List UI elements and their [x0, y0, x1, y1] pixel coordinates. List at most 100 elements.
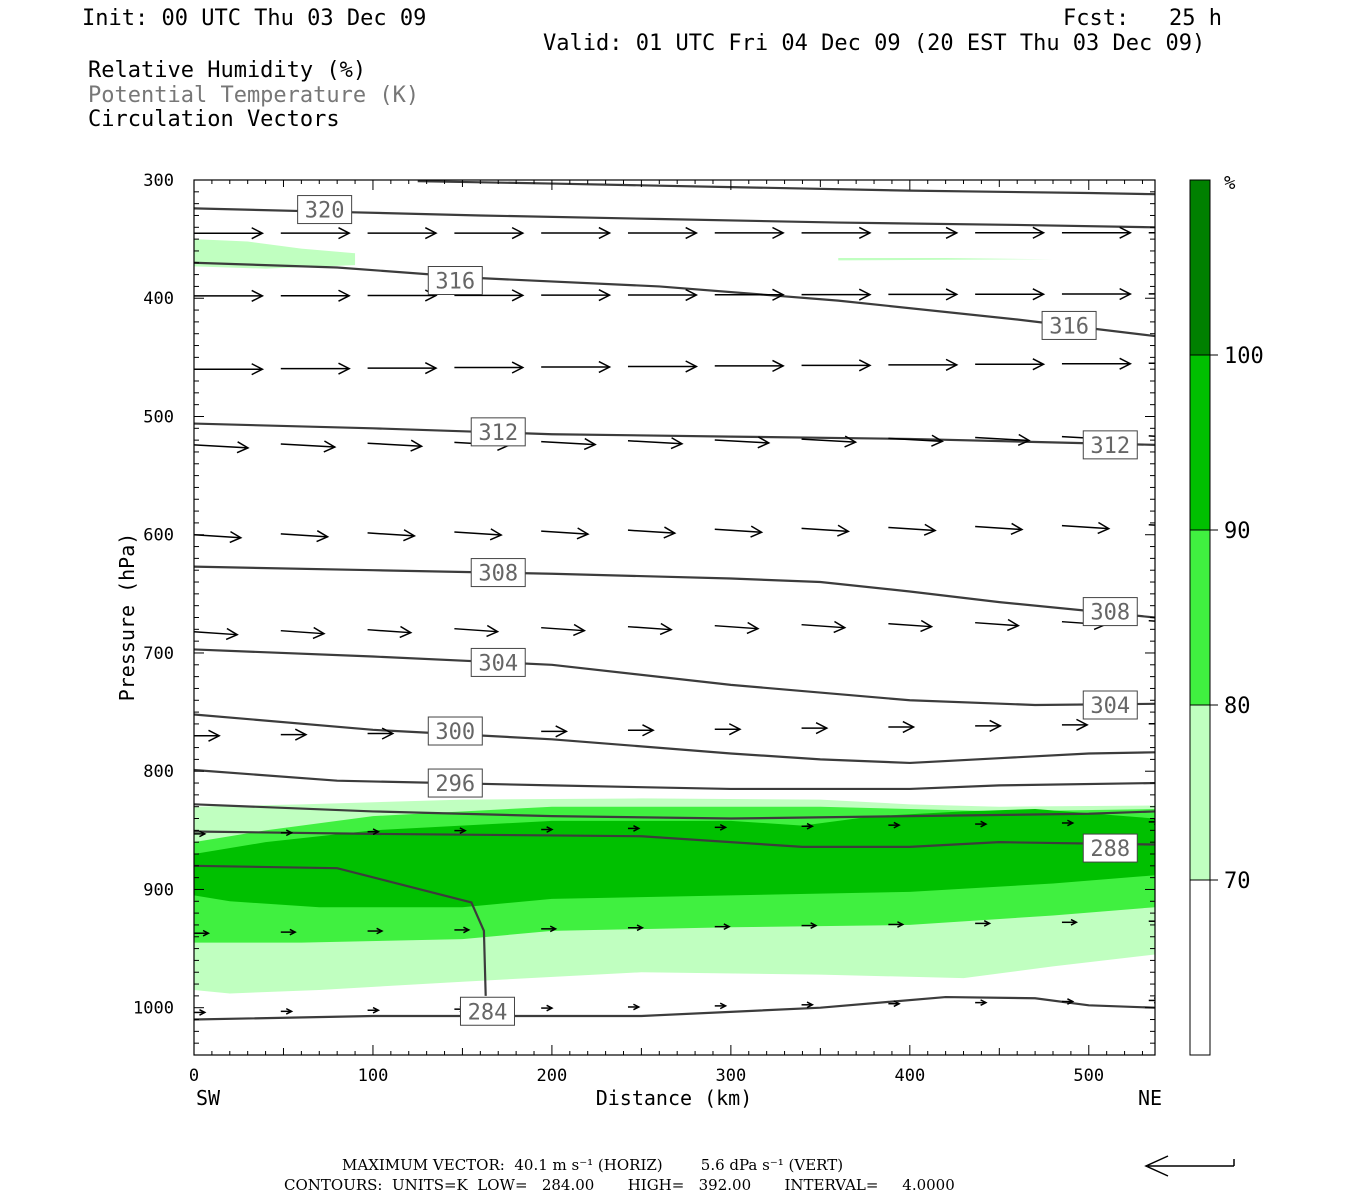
svg-text:308: 308 — [478, 562, 518, 587]
circulation-vector — [801, 1001, 815, 1009]
circulation-vector — [801, 822, 815, 830]
y-axis-label: Pressure (hPa) — [115, 533, 139, 702]
svg-text:284: 284 — [468, 1000, 508, 1025]
theta-label-304: 304 — [470, 647, 526, 677]
theta-label-308: 308 — [470, 558, 526, 588]
theta-label-316: 316 — [1041, 310, 1097, 340]
theta-label-304: 304 — [1082, 690, 1138, 720]
theta-contour — [194, 864, 487, 996]
y-tick-label: 500 — [143, 407, 174, 427]
circulation-vector — [367, 289, 438, 302]
theta-label-308: 308 — [1082, 597, 1138, 627]
y-tick-label: 400 — [143, 289, 174, 309]
theta-contour-312 — [194, 422, 1155, 446]
circulation-vector — [454, 827, 467, 835]
circulation-vector — [454, 289, 525, 302]
theta-contour-320 — [417, 180, 1155, 196]
circulation-vector — [1148, 818, 1155, 826]
colorbar-unit: % — [1224, 172, 1236, 194]
circulation-vector — [714, 823, 728, 831]
circulation-vector — [627, 724, 655, 737]
colorbar-level: 100 — [1224, 344, 1264, 369]
circulation-vector — [975, 999, 988, 1007]
circulation-vector — [975, 358, 1046, 371]
circulation-vector — [280, 530, 330, 543]
circulation-vector — [541, 623, 587, 637]
x-tick-label: 300 — [716, 1066, 747, 1086]
theta-contour-292 — [194, 803, 1155, 820]
circulation-vector — [888, 434, 945, 447]
x-end-label-ne: NE — [1138, 1086, 1162, 1110]
circulation-vector — [454, 624, 500, 638]
circulation-vector — [280, 227, 351, 240]
circulation-vector — [367, 828, 381, 836]
circulation-vector — [367, 439, 424, 452]
y-tick-label: 300 — [143, 171, 174, 191]
theta-contour-304 — [194, 648, 1155, 707]
svg-text:296: 296 — [435, 772, 475, 797]
svg-text:316: 316 — [1049, 314, 1089, 339]
circulation-vector — [280, 928, 297, 936]
colorbar-segment — [1190, 355, 1210, 530]
circulation-vector — [888, 226, 959, 239]
circulation-vector — [367, 227, 438, 240]
field-rh: Relative Humidity (%) — [88, 58, 367, 83]
circulation-vector — [541, 527, 590, 540]
circulation-vector — [801, 524, 851, 537]
colorbar-level: 90 — [1224, 519, 1251, 544]
circulation-vector — [541, 437, 597, 451]
svg-text:312: 312 — [1090, 434, 1130, 459]
theta-contour-316 — [194, 261, 1155, 338]
circulation-vector — [194, 441, 250, 454]
circulation-vector — [714, 621, 760, 635]
circulation-vector — [280, 728, 308, 741]
colorbar-segment — [1190, 530, 1210, 705]
svg-text:308: 308 — [1090, 601, 1130, 626]
circulation-vector — [714, 288, 785, 301]
circulation-vector — [888, 288, 959, 301]
circulation-vector — [714, 359, 785, 373]
circulation-vector — [627, 437, 684, 450]
theta-contour-300 — [194, 713, 1155, 765]
circulation-vector — [801, 435, 858, 448]
circulation-vector — [888, 523, 937, 536]
circulation-vector — [454, 528, 503, 541]
colorbar-level: 80 — [1224, 694, 1251, 719]
forecast-hour: Fcst: 25 h — [1063, 6, 1222, 31]
x-tick-label: 400 — [894, 1066, 925, 1086]
colorbar-segment — [1190, 705, 1210, 880]
svg-text:312: 312 — [478, 421, 518, 446]
circulation-vector — [367, 727, 395, 740]
y-tick-label: 800 — [143, 762, 174, 782]
theta-label-288: 288 — [1082, 833, 1138, 863]
circulation-vector — [714, 436, 771, 449]
circulation-vector — [541, 725, 569, 738]
y-tick-label: 1000 — [133, 999, 174, 1019]
circulation-vector — [541, 1004, 554, 1012]
circulation-vector — [627, 360, 699, 373]
field-theta: Potential Temperature (K) — [88, 83, 420, 108]
circulation-vector — [280, 289, 351, 302]
circulation-vector — [975, 820, 988, 828]
field-vectors: Circulation Vectors — [88, 107, 340, 132]
circulation-vector — [1148, 997, 1155, 1004]
circulation-vector — [975, 919, 992, 927]
theta-label-320: 320 — [297, 195, 353, 225]
svg-text:304: 304 — [1090, 694, 1130, 719]
reference-vector-arrow — [1144, 1155, 1235, 1177]
circulation-vector — [367, 927, 384, 935]
circulation-vector — [801, 721, 829, 735]
circulation-vector — [194, 363, 265, 376]
circulation-vector — [975, 522, 1024, 535]
y-tick-label: 600 — [143, 526, 174, 546]
circulation-vector — [627, 288, 699, 302]
circulation-vector — [714, 525, 764, 538]
max-vector-note: MAXIMUM VECTOR: 40.1 m s⁻¹ (HORIZ) 5.6 d… — [342, 1156, 844, 1174]
circulation-vector — [454, 926, 471, 934]
x-tick-label: 200 — [537, 1066, 568, 1086]
circulation-vector — [194, 929, 211, 937]
theta-contour-296 — [194, 768, 1155, 791]
circulation-vector — [801, 359, 872, 372]
circulation-vector — [801, 922, 818, 929]
svg-text:288: 288 — [1090, 837, 1130, 862]
